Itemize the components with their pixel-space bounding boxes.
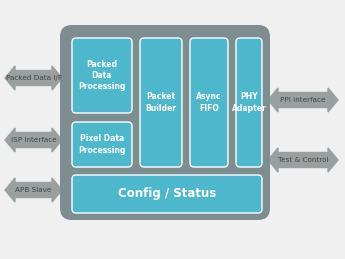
FancyBboxPatch shape xyxy=(72,175,262,213)
Text: PPI Interface: PPI Interface xyxy=(280,97,326,103)
Text: Packed
Data
Processing: Packed Data Processing xyxy=(78,60,126,91)
Text: Test & Control: Test & Control xyxy=(278,157,328,163)
Text: PHY
Adapter: PHY Adapter xyxy=(231,92,266,113)
Polygon shape xyxy=(5,66,62,90)
Text: APB Slave: APB Slave xyxy=(15,187,52,193)
Polygon shape xyxy=(5,128,62,152)
Polygon shape xyxy=(268,148,338,172)
FancyBboxPatch shape xyxy=(72,122,132,167)
Text: ISP Interface: ISP Interface xyxy=(11,137,56,143)
FancyBboxPatch shape xyxy=(190,38,228,167)
Text: Config / Status: Config / Status xyxy=(118,188,216,200)
Text: Pixel Data
Processing: Pixel Data Processing xyxy=(78,134,126,155)
FancyBboxPatch shape xyxy=(60,25,270,220)
Text: Packet
Builder: Packet Builder xyxy=(146,92,177,113)
Polygon shape xyxy=(5,178,62,202)
FancyBboxPatch shape xyxy=(236,38,262,167)
FancyBboxPatch shape xyxy=(72,38,132,113)
FancyBboxPatch shape xyxy=(140,38,182,167)
Text: Packed Data I/F: Packed Data I/F xyxy=(6,75,61,81)
Text: Async
FIFO: Async FIFO xyxy=(196,92,222,113)
Polygon shape xyxy=(268,88,338,112)
